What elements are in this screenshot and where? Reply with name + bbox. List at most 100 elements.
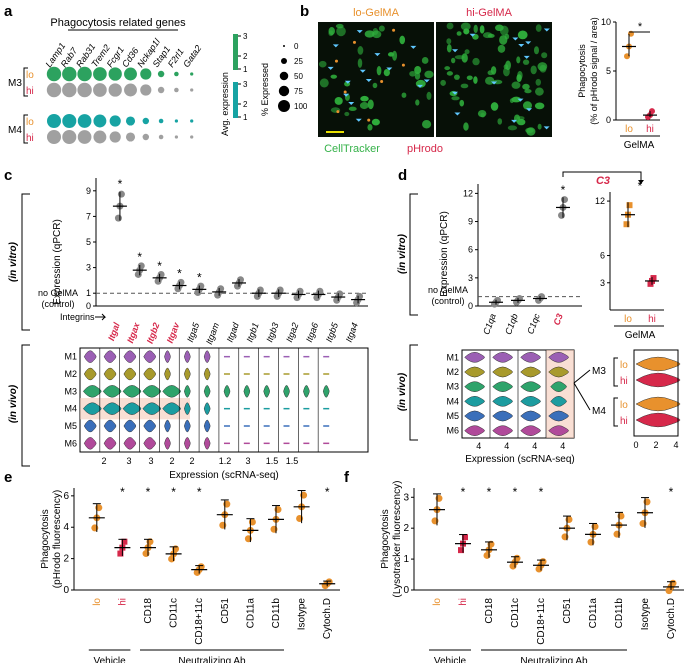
violin [635,372,681,388]
violin [122,402,142,415]
dot [125,132,136,142]
significance-star: * [146,485,151,499]
group-label: Vehicle [434,656,467,663]
cell [378,25,385,32]
violin [548,425,569,436]
arrowhead [416,84,423,88]
arrowhead [386,67,393,71]
row-label: hi [620,416,628,427]
cluster-label: M6 [64,438,77,448]
group-bracket [23,67,28,97]
cell [415,99,420,106]
dot [158,134,164,140]
arrowhead [327,66,334,70]
cell [426,91,432,100]
violin [143,437,156,450]
cell [372,82,378,89]
gene-label: C1qa [481,312,498,336]
x-tick-label: CD18+11c [194,598,205,645]
cluster-label: M1 [446,352,459,362]
significance-star: * [487,485,492,499]
gene-label: Itgb3 [264,321,280,343]
significance-star: * [325,485,330,499]
phrodo-signal [336,110,340,114]
hi-gelma-label: hi-GelMA [466,7,513,19]
y-tick-label: 2 [403,523,409,534]
violin [548,366,569,378]
y-tick-label: 5 [606,66,611,76]
size-label: 25 [294,57,303,66]
violin-tick: 3 [245,456,250,466]
control-label: no GelMA [38,288,78,298]
violin-tick: 2 [101,456,106,466]
y-axis-label: (pHrodo fluorescency) [52,490,63,588]
dot [158,118,164,124]
violin-tick: 3 [148,456,153,466]
violin-tick: 4 [532,441,537,451]
size-dot [278,85,290,97]
violin [464,425,485,436]
control-label: (control) [41,299,74,309]
violin [102,402,122,415]
violin [283,385,290,398]
significance-star: * [120,485,125,499]
y-tick-label: 3 [600,278,605,288]
x-axis-label: GelMA [624,140,655,151]
x-tick-label: CD11a [245,598,256,629]
panel-label-f: f [344,469,350,486]
gene-label: Itga4 [344,321,360,343]
cell [525,127,534,133]
cell [456,31,462,36]
phrodo-signal [380,80,384,84]
significance-star: * [197,271,202,285]
violin [492,410,513,422]
arrow [573,369,591,411]
group-label: Neutralizing Ab [178,656,246,663]
dot [93,130,107,144]
data-point [296,287,304,295]
data-point [558,211,565,219]
arrowhead [374,53,381,57]
violin-tick: 4 [476,441,481,451]
dot [157,70,165,78]
c3-tick: 4 [673,440,678,450]
violin [203,437,211,450]
violin [464,366,485,378]
significance-star: * [171,485,176,499]
cell [516,56,521,64]
x-tick-label: Cytoch.D [666,598,677,639]
cell [328,30,334,37]
row-label: hi [620,376,628,387]
violin [164,437,171,450]
violin [164,419,171,433]
violin-tick: 2 [189,456,194,466]
phrodo-signal [352,40,356,44]
y-tick-label: 0 [403,585,409,596]
arrowhead [491,81,498,85]
cell [541,52,548,59]
dot [62,82,77,98]
y-tick-label: 9 [468,217,473,227]
violin [203,419,211,433]
significance-star: * [638,179,643,193]
significance-star: * [638,21,643,33]
y-tick-label: 5 [86,237,91,247]
x-tick-label: hi [117,598,128,606]
gene-label: Itgal [106,321,122,342]
size-label: 100 [294,102,308,111]
data-point [650,275,657,282]
cluster-label: M5 [64,421,77,431]
phrodo-signal [334,59,338,63]
arrowhead [523,55,530,59]
data-point [117,190,125,198]
cluster-label: M6 [446,426,459,436]
group-bracket [613,397,618,427]
cell [533,46,540,55]
cell [453,74,460,80]
cell [414,65,422,75]
gene-label: C1qb [503,312,520,336]
cell [446,38,452,45]
colorbar-tick-label: 2 [243,100,248,109]
gene-label: Itgam [204,321,221,346]
cell [446,22,454,30]
